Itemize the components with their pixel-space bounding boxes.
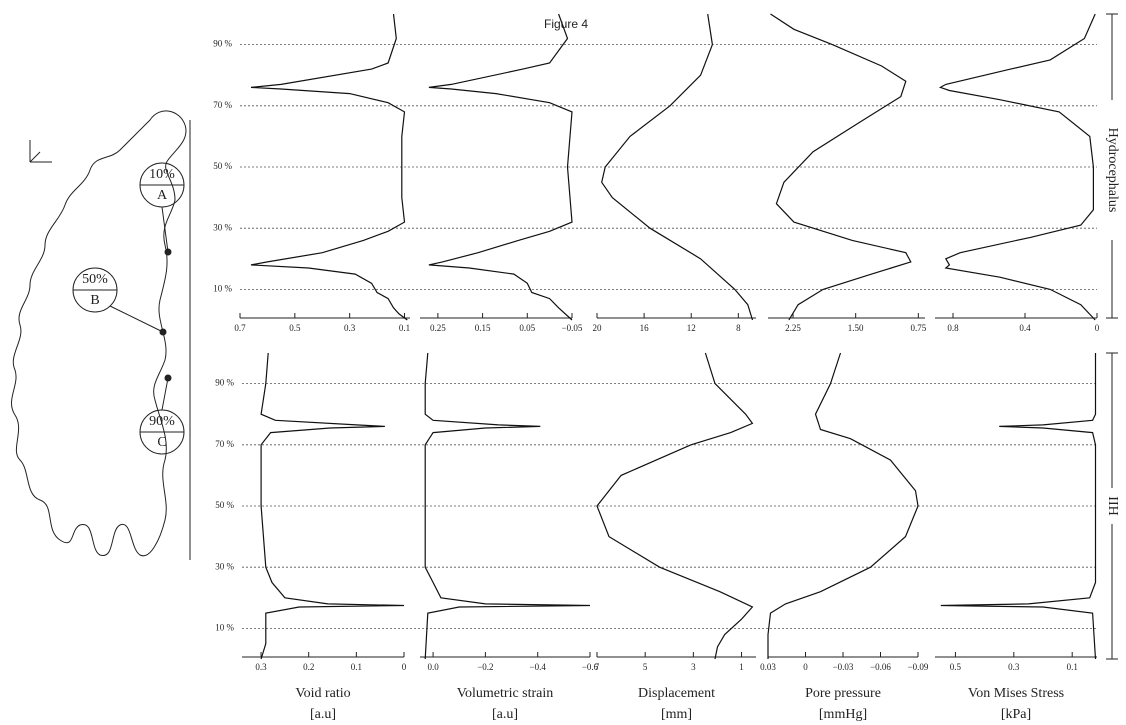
x-tick-label: 2.25 xyxy=(785,323,801,333)
x-tick-label: 1.50 xyxy=(848,323,864,333)
x-tick-label: 0.75 xyxy=(910,323,926,333)
x-tick-label: 0.1 xyxy=(351,662,362,672)
x-tick-label: −0.09 xyxy=(908,662,929,672)
x-tick-label: 16 xyxy=(640,323,650,333)
x-tick-label: 0.3 xyxy=(255,662,267,672)
profile-line xyxy=(250,13,408,321)
row-label: IIH xyxy=(1105,496,1120,515)
x-tick-label: −0.05 xyxy=(562,323,583,333)
x-axis-label: Von Mises Stress xyxy=(968,686,1064,701)
x-axis-label: Volumetric strain xyxy=(457,686,554,701)
x-tick-label: 0 xyxy=(803,662,808,672)
x-tick-label: 5 xyxy=(643,662,648,672)
marker-letter: C xyxy=(157,435,166,450)
x-axis-unit: [a.u] xyxy=(310,707,336,722)
y-tick-label: 70 % xyxy=(213,100,232,110)
x-tick-label: 0.05 xyxy=(519,323,535,333)
profile-line xyxy=(260,352,405,660)
x-tick-label: 0 xyxy=(1095,323,1100,333)
x-tick-label: 7 xyxy=(595,662,600,672)
x-tick-label: 0.03 xyxy=(760,662,776,672)
y-tick-label: 30 % xyxy=(215,561,234,571)
marker-percent: 10% xyxy=(149,167,175,182)
row-label: Hydrocephalus xyxy=(1105,128,1120,213)
x-tick-label: 0.1 xyxy=(1067,662,1078,672)
x-axis-label: Displacement xyxy=(638,686,715,701)
x-tick-label: 3 xyxy=(691,662,696,672)
x-tick-label: −0.6 xyxy=(582,662,599,672)
x-tick-label: 0.1 xyxy=(399,323,410,333)
x-tick-label: 0.2 xyxy=(303,662,314,672)
x-tick-label: 0.3 xyxy=(1008,662,1020,672)
marker-letter: A xyxy=(157,188,168,203)
x-tick-label: 0.3 xyxy=(344,323,356,333)
x-tick-label: 0.8 xyxy=(947,323,959,333)
x-tick-label: 8 xyxy=(736,323,741,333)
marker-percent: 90% xyxy=(149,414,175,429)
profile-line xyxy=(424,352,591,660)
x-axis-unit: [mm] xyxy=(661,707,692,722)
y-tick-label: 90 % xyxy=(215,378,234,388)
y-tick-label: 70 % xyxy=(215,439,234,449)
x-axis-unit: [kPa] xyxy=(1001,707,1031,722)
label-bg xyxy=(1104,100,1120,240)
x-tick-label: −0.2 xyxy=(477,662,493,672)
profile-line xyxy=(767,352,919,659)
x-tick-label: 0 xyxy=(402,662,407,672)
x-tick-label: 0.0 xyxy=(427,662,439,672)
x-tick-label: 12 xyxy=(687,323,696,333)
brain-diagram xyxy=(10,110,191,560)
marker-letter: B xyxy=(90,293,99,308)
x-axis-unit: [mmHg] xyxy=(819,707,867,722)
x-tick-label: 0.15 xyxy=(475,323,491,333)
y-tick-label: 10 % xyxy=(213,283,232,293)
x-tick-label: 20 xyxy=(593,323,603,333)
marker-percent: 50% xyxy=(82,272,108,287)
x-tick-label: 0.5 xyxy=(289,323,301,333)
x-tick-label: 0.4 xyxy=(1019,323,1031,333)
profile-line xyxy=(596,352,754,660)
x-tick-label: 0.7 xyxy=(234,323,246,333)
y-tick-label: 50 % xyxy=(213,161,232,171)
profile-line xyxy=(940,353,1097,660)
x-tick-label: −0.03 xyxy=(833,662,854,672)
x-tick-label: −0.4 xyxy=(530,662,547,672)
y-tick-label: 30 % xyxy=(213,222,232,232)
y-tick-label: 10 % xyxy=(215,622,234,632)
x-tick-label: 1 xyxy=(739,662,744,672)
x-tick-label: −0.06 xyxy=(870,662,891,672)
x-axis-label: Void ratio xyxy=(295,686,350,701)
profile-line xyxy=(601,13,754,321)
y-tick-label: 50 % xyxy=(215,500,234,510)
x-axis-label: Pore pressure xyxy=(805,686,881,701)
x-tick-label: 0.5 xyxy=(950,662,962,672)
figure-title: Figure 4 xyxy=(544,17,588,31)
y-tick-label: 90 % xyxy=(213,39,232,49)
label-bg xyxy=(1104,488,1120,524)
profile-line xyxy=(938,13,1096,321)
profile-line xyxy=(770,13,912,321)
profile-line xyxy=(428,13,573,321)
x-tick-label: 0.25 xyxy=(430,323,446,333)
x-axis-unit: [a.u] xyxy=(492,707,518,722)
